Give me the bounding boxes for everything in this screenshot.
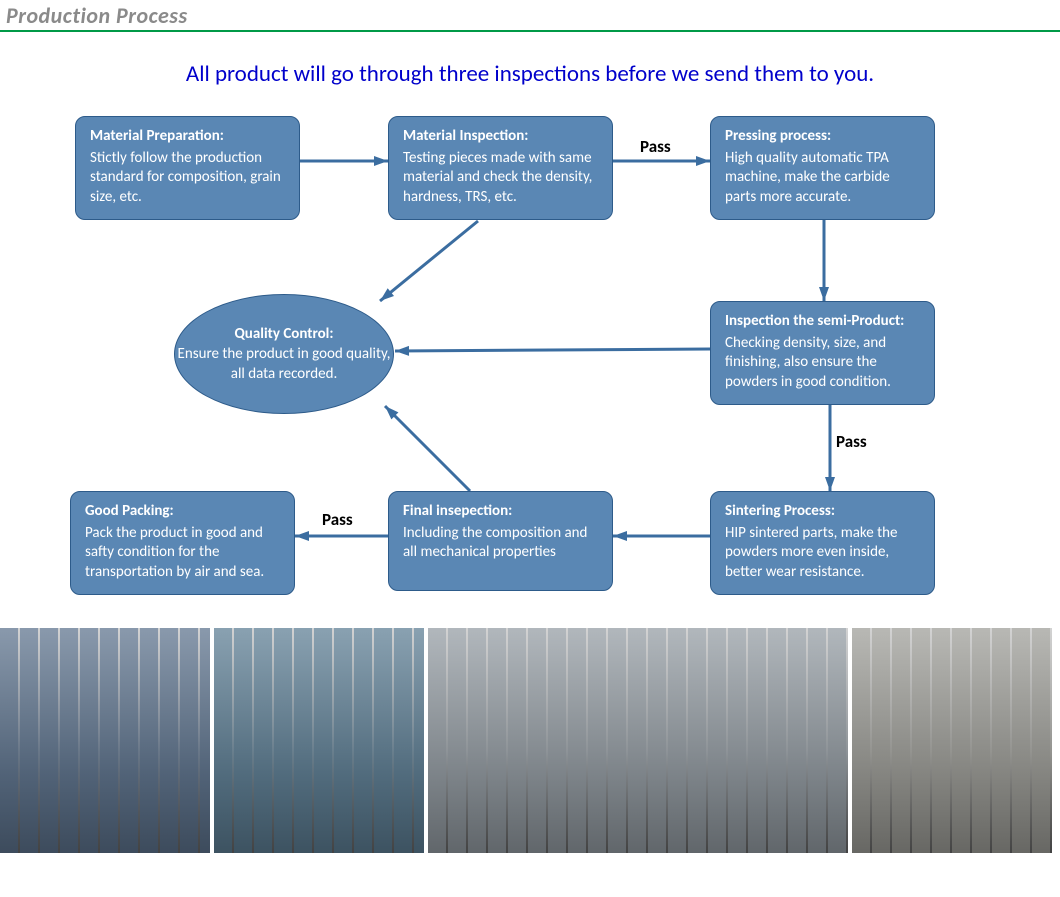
node-title: Material Inspection: [403,127,598,147]
node-title: Quality Control: [175,324,393,344]
node-body: Stictly follow the production standard f… [90,149,281,206]
photo-strip [0,628,1060,853]
factory-photo [0,628,210,853]
flow-node-sintering: Sintering Process:HIP sintered parts, ma… [710,491,935,595]
subtitle: All product will go through three inspec… [0,60,1060,88]
factory-photo [428,628,848,853]
edge-label: Pass [640,136,671,157]
node-body: Including the composition and all mechan… [403,524,587,562]
node-title: Inspection the semi-Product: [725,312,920,332]
flow-node-final_insp: Final insepection:Including the composit… [388,491,613,591]
node-body: High quality automatic TPA machine, make… [725,149,890,206]
flow-node-packing: Good Packing:Pack the product in good an… [70,491,295,595]
flowchart: Material Preparation:Stictly follow the … [0,106,1060,616]
flow-node-mat_insp: Material Inspection:Testing pieces made … [388,116,613,220]
flow-node-pressing: Pressing process:High quality automatic … [710,116,935,220]
node-title: Material Preparation: [90,127,285,147]
node-title: Good Packing: [85,502,280,522]
node-title: Final insepection: [403,502,598,522]
edge-label: Pass [322,509,353,530]
node-body: HIP sintered parts, make the powders mor… [725,524,897,581]
flow-node-semi_insp: Inspection the semi-Product:Checking den… [710,301,935,405]
flow-node-mat_prep: Material Preparation:Stictly follow the … [75,116,300,220]
node-title: Sintering Process: [725,502,920,522]
node-body: Ensure the product in good quality, all … [175,344,393,385]
edge-label: Pass [836,431,867,452]
flow-node-qc: Quality Control:Ensure the product in go… [174,294,394,414]
node-body: Pack the product in good and safty condi… [85,524,264,581]
node-body: Testing pieces made with same material a… [403,149,592,206]
node-body: Checking density, size, and finishing, a… [725,334,891,391]
node-title: Pressing process: [725,127,920,147]
factory-photo [852,628,1052,853]
factory-photo [214,628,424,853]
section-title: Production Process [6,2,188,29]
section-header: Production Process [0,0,1060,32]
